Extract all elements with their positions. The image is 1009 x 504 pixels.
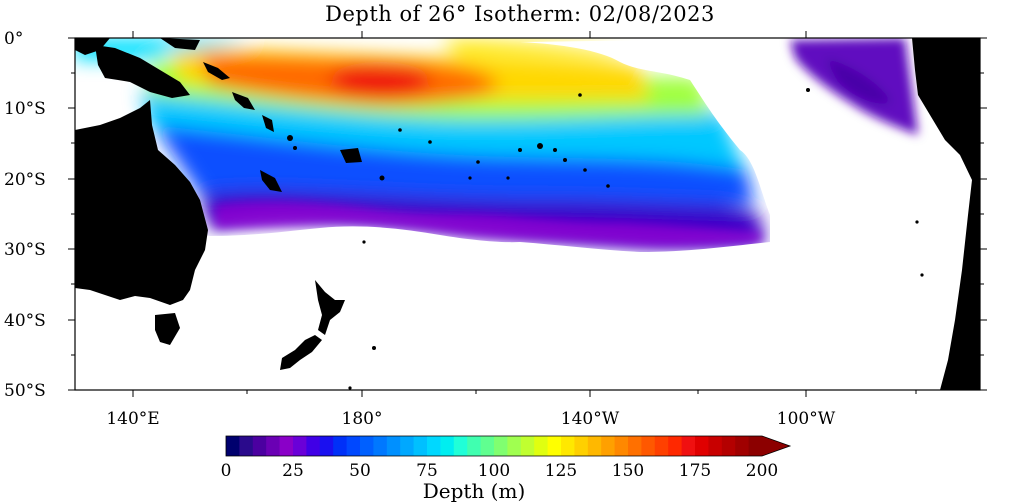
colorbar-swatch <box>534 436 548 456</box>
colorbar-swatch <box>386 436 401 456</box>
colorbar-swatch <box>735 436 749 456</box>
colorbar-label-175: 175 <box>679 461 711 481</box>
southern-edge <box>215 201 762 247</box>
colorbar-swatch <box>360 436 374 456</box>
colorbar-swatch <box>641 436 656 456</box>
y-label-40s: 40°S <box>4 311 46 331</box>
colorbar-swatch <box>279 436 294 456</box>
colorbar-swatch <box>266 436 280 456</box>
land <box>75 38 980 390</box>
colorbar-label-200: 200 <box>746 461 778 481</box>
colorbar-label-150: 150 <box>612 461 644 481</box>
colorbar-swatch <box>507 436 522 456</box>
colorbar-swatch <box>306 436 321 456</box>
colorbar-swatch <box>453 436 468 456</box>
colorbar-label-75: 75 <box>416 461 438 481</box>
colorbar <box>225 435 792 457</box>
colorbar-extension-arrow <box>762 436 790 456</box>
colorbar-swatch <box>494 436 508 456</box>
colorbar-label-125: 125 <box>545 461 577 481</box>
colorbar-swatch <box>628 436 642 456</box>
colorbar-swatch <box>467 436 481 456</box>
x-label-180: 180° <box>342 409 383 429</box>
y-label-20s: 20°S <box>4 170 46 190</box>
colorbar-swatch <box>614 436 629 456</box>
x-label-100w: 100°W <box>777 409 836 429</box>
colorbar-label-100: 100 <box>478 461 510 481</box>
map-title: Depth of 26° Isotherm: 02/08/2023 <box>325 2 715 26</box>
colorbar-swatch <box>681 436 696 456</box>
y-label-0: 0° <box>4 29 23 49</box>
colorbar-tick-labels: 0 25 50 75 100 125 150 175 200 <box>221 461 779 481</box>
colorbar-label-0: 0 <box>221 461 232 481</box>
colorbar-swatch <box>346 436 361 456</box>
y-label-30s: 30°S <box>4 240 46 260</box>
colorbar-swatch <box>561 436 575 456</box>
y-label-50s: 50°S <box>4 381 46 401</box>
colorbar-title: Depth (m) <box>423 479 526 503</box>
colorbar-label-50: 50 <box>349 461 371 481</box>
colorbar-swatch <box>601 436 615 456</box>
colorbar-swatch <box>668 436 682 456</box>
colorbar-swatch <box>252 436 267 456</box>
colorbar-swatch <box>708 436 723 456</box>
colorbar-swatch <box>400 436 414 456</box>
colorbar-swatch <box>226 436 240 456</box>
x-label-140w: 140°W <box>561 409 620 429</box>
map-plot-area <box>75 38 980 390</box>
colorbar-swatch <box>547 436 562 456</box>
x-axis-ticks <box>132 31 917 397</box>
colorbar-swatch <box>748 436 763 456</box>
colorbar-swatch <box>319 436 334 456</box>
colorbar-swatch <box>587 436 602 456</box>
colorbar-swatch <box>480 436 495 456</box>
colorbar-swatch <box>520 436 535 456</box>
x-label-140e: 140°E <box>106 409 159 429</box>
colorbar-swatch <box>654 436 669 456</box>
colorbar-swatch <box>695 436 709 456</box>
y-label-10s: 10°S <box>4 99 46 119</box>
colorbar-outline <box>225 435 792 457</box>
colorbar-swatch <box>574 436 589 456</box>
colorbar-swatch <box>333 436 347 456</box>
colorbar-swatch <box>413 436 428 456</box>
colorbar-swatch <box>721 436 736 456</box>
colorbar-swatch <box>373 436 388 456</box>
y-axis-ticks <box>68 37 987 391</box>
colorbar-label-25: 25 <box>282 461 304 481</box>
colorbar-swatch <box>427 436 441 456</box>
colorbar-swatch <box>440 436 455 456</box>
colorbar-swatch <box>239 436 254 456</box>
colorbar-swatch <box>293 436 307 456</box>
